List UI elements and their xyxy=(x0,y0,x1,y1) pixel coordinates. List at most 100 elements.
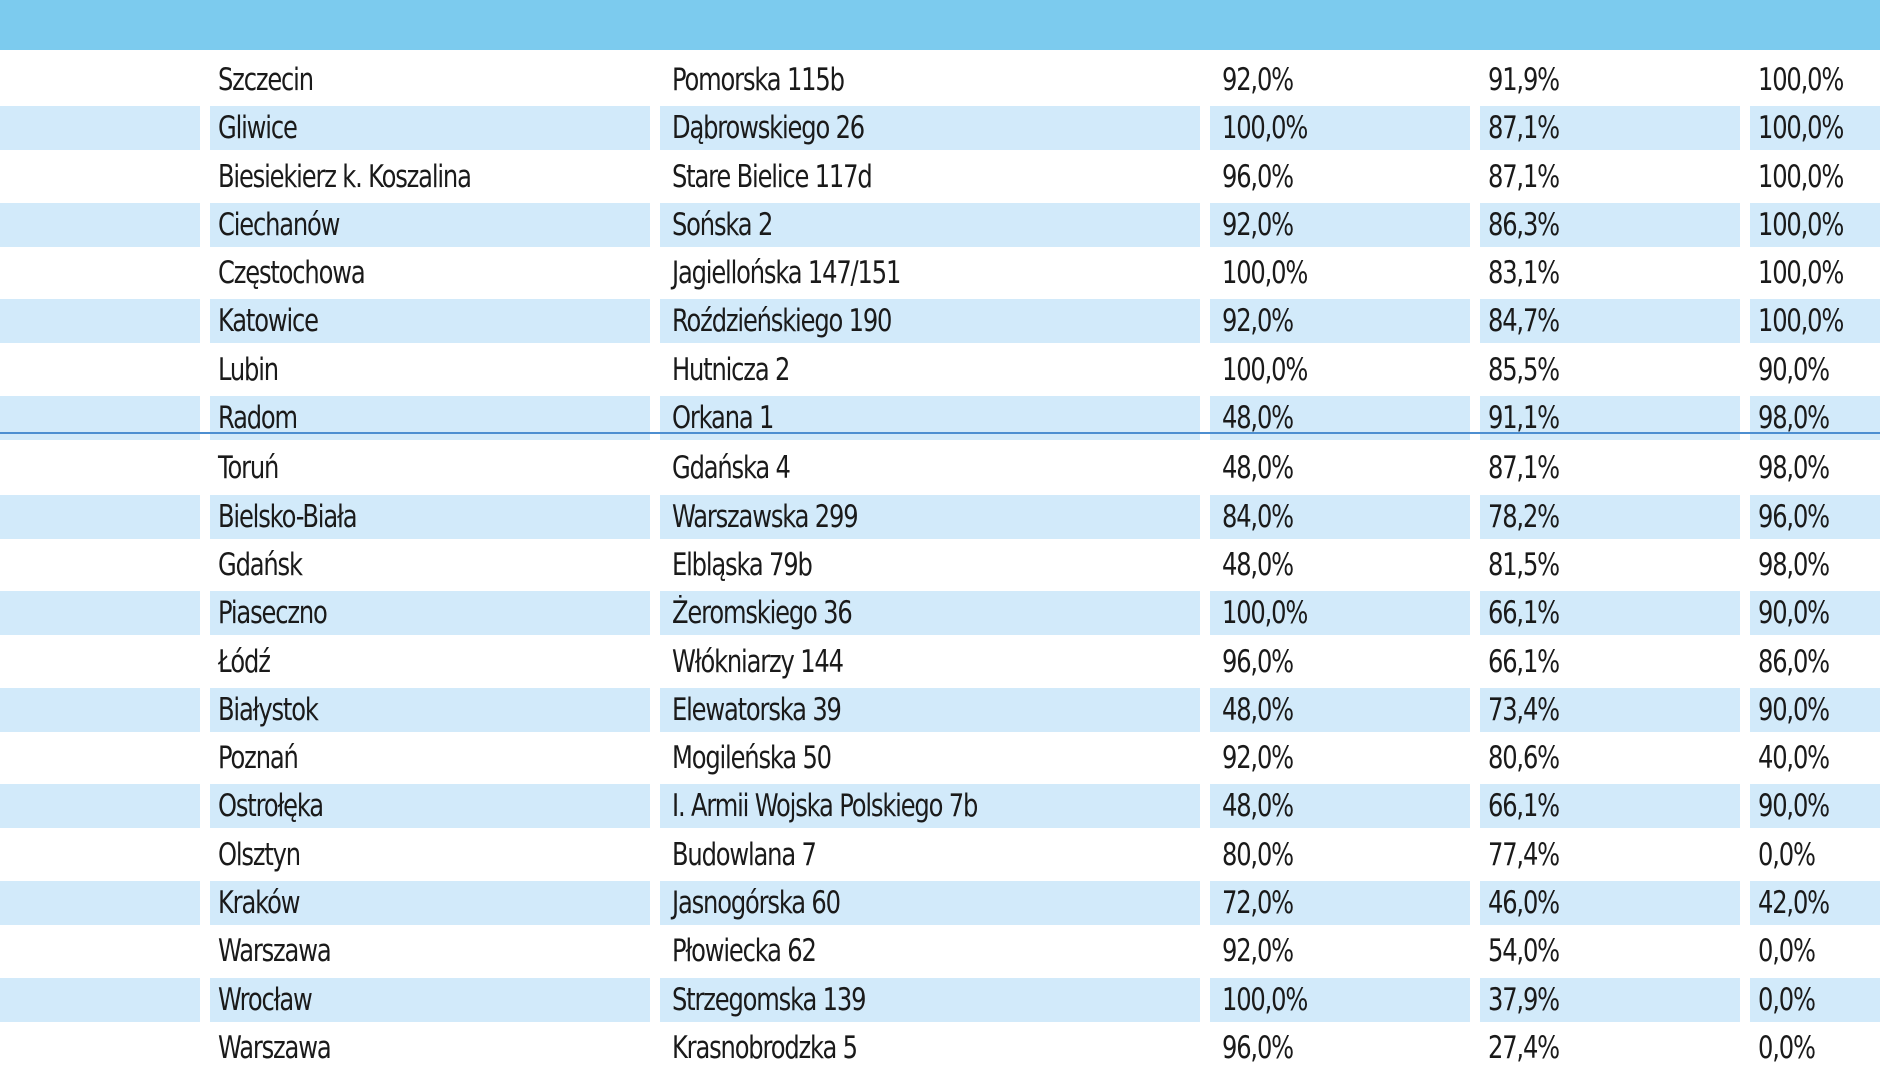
value1-cell-text: 100,0% xyxy=(1222,351,1308,388)
address-cell: Włókniarzy 144 xyxy=(660,640,1200,684)
city-cell-text: Lubin xyxy=(218,351,279,388)
city-cell: Warszawa xyxy=(210,1026,650,1070)
value3-cell: 40,0% xyxy=(1750,736,1880,780)
value2-cell: 84,7% xyxy=(1480,299,1740,344)
address-cell-text: Sońska 2 xyxy=(672,206,773,243)
city-cell-text: Ostrołęka xyxy=(218,788,324,825)
value1-cell: 96,0% xyxy=(1210,155,1470,199)
value2-cell: 46,0% xyxy=(1480,881,1740,926)
city-cell: Szczecin xyxy=(210,58,650,102)
city-cell-text: Łódź xyxy=(218,643,271,680)
value2-cell-text: 91,9% xyxy=(1488,62,1560,98)
city-cell-text: Szczecin xyxy=(218,62,314,98)
address-cell-text: Dąbrowskiego 26 xyxy=(672,110,865,147)
value2-cell: 87,1% xyxy=(1480,155,1740,199)
address-cell: Jagiellońska 147/151 xyxy=(660,251,1200,295)
value3-cell: 90,0% xyxy=(1750,591,1880,636)
value1-cell: 72,0% xyxy=(1210,881,1470,926)
table-row: Gliwice Dąbrowskiego 26 100,0% 87,1% 100,0% xyxy=(0,104,1880,152)
value3-cell: 0,0% xyxy=(1750,1026,1880,1070)
value3-cell-text: 90,0% xyxy=(1758,595,1830,632)
city-cell: Wrocław xyxy=(210,977,650,1022)
table-row: Poznań Mogileńska 50 92,0% 80,6% 40,0% xyxy=(0,734,1880,782)
group-divider xyxy=(0,432,1880,434)
address-cell: Dąbrowskiego 26 xyxy=(660,106,1200,151)
value3-cell: 100,0% xyxy=(1750,106,1880,151)
value3-cell-text: 42,0% xyxy=(1758,885,1830,922)
address-cell: Sońska 2 xyxy=(660,202,1200,247)
value2-cell-text: 87,1% xyxy=(1488,450,1560,487)
address-cell: Mogileńska 50 xyxy=(660,736,1200,780)
table-row: Radom Orkana 1 48,0% 91,1% 98,0% xyxy=(0,394,1880,442)
value3-cell: 100,0% xyxy=(1750,155,1880,199)
value3-cell: 100,0% xyxy=(1750,58,1880,102)
value1-cell-text: 92,0% xyxy=(1222,62,1294,98)
value2-cell-text: 85,5% xyxy=(1488,351,1560,388)
value2-cell-text: 73,4% xyxy=(1488,691,1560,728)
value1-cell-text: 92,0% xyxy=(1222,933,1294,970)
value1-cell-text: 96,0% xyxy=(1222,1029,1294,1066)
table-row: Toruń Gdańska 4 48,0% 87,1% 98,0% xyxy=(0,444,1880,492)
row-lead-cell xyxy=(0,543,200,587)
city-cell: Warszawa xyxy=(210,929,650,973)
value2-cell: 80,6% xyxy=(1480,736,1740,780)
table-row: Kraków Jasnogórska 60 72,0% 46,0% 42,0% xyxy=(0,879,1880,927)
value2-cell: 83,1% xyxy=(1480,251,1740,295)
address-cell-text: Pomorska 115b xyxy=(672,62,845,98)
value3-cell: 96,0% xyxy=(1750,494,1880,539)
row-lead-cell xyxy=(0,155,200,199)
value1-cell-text: 96,0% xyxy=(1222,158,1294,195)
row-lead-cell xyxy=(0,348,200,392)
value3-cell-text: 86,0% xyxy=(1758,643,1830,680)
value1-cell: 100,0% xyxy=(1210,106,1470,151)
row-lead-cell xyxy=(0,202,200,247)
value2-cell-text: 83,1% xyxy=(1488,255,1560,292)
value2-cell: 66,1% xyxy=(1480,640,1740,684)
value3-cell-text: 100,0% xyxy=(1758,62,1844,98)
address-cell-text: Roździeńskiego 190 xyxy=(672,303,892,340)
city-cell: Bielsko-Biała xyxy=(210,494,650,539)
row-lead-cell xyxy=(0,494,200,539)
value3-cell-text: 98,0% xyxy=(1758,450,1830,487)
value3-cell-text: 0,0% xyxy=(1758,981,1816,1018)
value2-cell-text: 78,2% xyxy=(1488,498,1560,535)
city-cell: Kraków xyxy=(210,881,650,926)
value1-cell-text: 80,0% xyxy=(1222,836,1294,873)
table-row: Częstochowa Jagiellońska 147/151 100,0% 83,… xyxy=(0,249,1880,297)
value2-cell: 91,9% xyxy=(1480,58,1740,102)
address-cell: Krasnobrodzka 5 xyxy=(660,1026,1200,1070)
value2-cell: 73,4% xyxy=(1480,687,1740,732)
table-row: Ostrołęka I. Armii Wojska Polskiego 7b 48,… xyxy=(0,782,1880,830)
row-lead-cell xyxy=(0,687,200,732)
value3-cell-text: 40,0% xyxy=(1758,740,1830,777)
value3-cell: 42,0% xyxy=(1750,881,1880,926)
address-cell: Stare Bielice 117d xyxy=(660,155,1200,199)
value2-cell: 66,1% xyxy=(1480,591,1740,636)
value2-cell-text: 80,6% xyxy=(1488,740,1560,777)
address-cell-text: Elbląska 79b xyxy=(672,546,813,583)
value3-cell-text: 100,0% xyxy=(1758,110,1844,147)
table-row: Ciechanów Sońska 2 92,0% 86,3% 100,0% xyxy=(0,201,1880,249)
address-cell-text: Orkana 1 xyxy=(672,400,774,437)
city-cell-text: Gdańsk xyxy=(218,546,303,583)
city-cell: Gliwice xyxy=(210,106,650,151)
value2-cell: 87,1% xyxy=(1480,106,1740,151)
value3-cell: 98,0% xyxy=(1750,446,1880,490)
city-cell-text: Białystok xyxy=(218,691,319,728)
address-cell: Pomorska 115b xyxy=(660,58,1200,102)
city-cell-text: Bielsko-Biała xyxy=(218,498,358,535)
value1-cell: 96,0% xyxy=(1210,1026,1470,1070)
value2-cell-text: 86,3% xyxy=(1488,206,1560,243)
address-cell: Żeromskiego 36 xyxy=(660,591,1200,636)
value3-cell-text: 98,0% xyxy=(1758,400,1830,437)
value1-cell-text: 48,0% xyxy=(1222,691,1294,728)
table-row: Białystok Elewatorska 39 48,0% 73,4% 90,0% xyxy=(0,686,1880,734)
city-cell-text: Katowice xyxy=(218,303,319,340)
table-row: Katowice Roździeńskiego 190 92,0% 84,7% 100,… xyxy=(0,297,1880,345)
table-row: Lubin Hutnicza 2 100,0% 85,5% 90,0% xyxy=(0,346,1880,394)
value1-cell: 92,0% xyxy=(1210,58,1470,102)
value1-cell-text: 100,0% xyxy=(1222,255,1308,292)
value1-cell: 100,0% xyxy=(1210,591,1470,636)
row-lead-cell xyxy=(0,881,200,926)
city-cell-text: Ciechanów xyxy=(218,206,340,243)
